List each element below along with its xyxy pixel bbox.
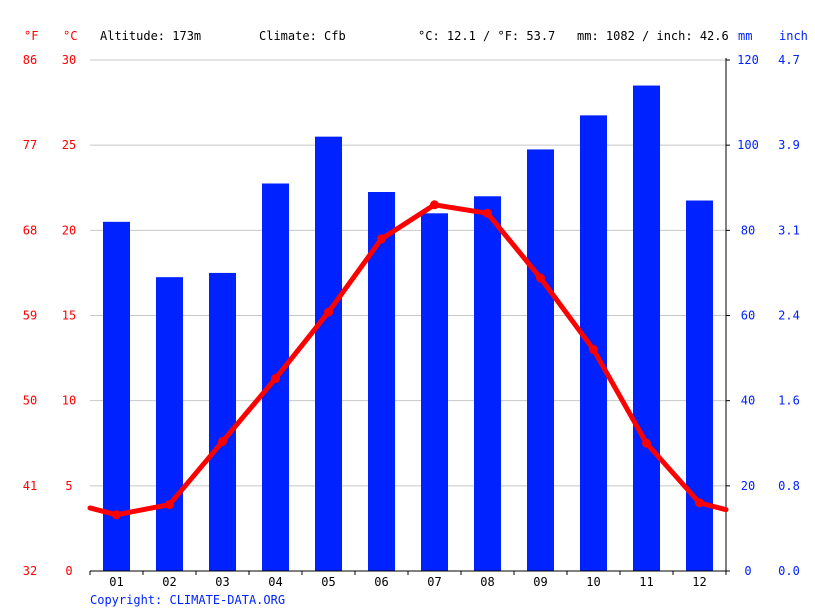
y-tick-label-f: 32: [23, 564, 37, 578]
temperature-point-03: [218, 437, 227, 447]
precip-total-label: mm: 1082 / inch: 42.6: [577, 29, 729, 43]
x-tick-label: 08: [480, 575, 494, 589]
x-tick-label: 12: [692, 575, 706, 589]
temperature-point-05: [324, 307, 333, 317]
tick-labels: 32 0 0 0.0 41 5 20 0.8 50 10 40 1.6 59 15 60 2.4 68 20 80 3…: [23, 53, 800, 589]
temperature-point-07: [430, 200, 439, 210]
y-tick-label-inch: 0.0: [778, 564, 800, 578]
y-tick-label-mm: 20: [741, 479, 755, 493]
y-tick-label-mm: 60: [741, 309, 755, 323]
y-tick-label-mm: 80: [741, 223, 755, 237]
temperature-point-09: [536, 273, 545, 283]
y-tick-label-f: 86: [23, 53, 37, 67]
y-tick-label-f: 59: [23, 309, 37, 323]
y-tick-label-mm: 0: [744, 564, 751, 578]
precip-bar-08: [474, 196, 501, 571]
x-tick-label: 07: [427, 575, 441, 589]
avg-temp-label: °C: 12.1 / °F: 53.7: [418, 29, 555, 43]
precip-bar-09: [527, 149, 554, 572]
precip-bar-07: [421, 213, 448, 572]
y-tick-label-inch: 1.6: [778, 394, 800, 408]
y-tick-label-inch: 4.7: [778, 53, 800, 67]
precip-bar-10: [580, 115, 607, 571]
y-tick-label-c: 20: [62, 223, 76, 237]
gridlines: [90, 59, 726, 487]
x-tick-label: 03: [215, 575, 229, 589]
precip-bar-02: [156, 277, 183, 571]
inch-unit-label: inch: [779, 29, 808, 43]
precip-bar-03: [209, 272, 236, 571]
temperature-point-01: [112, 510, 121, 520]
mm-unit-label: mm: [738, 29, 752, 43]
y-tick-label-c: 5: [65, 479, 72, 493]
y-tick-label-c: 10: [62, 394, 76, 408]
y-tick-label-mm: 40: [741, 394, 755, 408]
x-tick-label: 11: [639, 575, 653, 589]
y-tick-label-inch: 3.1: [778, 223, 800, 237]
x-tick-label: 05: [321, 575, 335, 589]
temperature-point-06: [377, 234, 386, 244]
temperature-series-line: [87, 202, 729, 518]
y-tick-label-mm: 120: [737, 53, 759, 67]
y-tick-label-c: 0: [65, 564, 72, 578]
celsius-unit-label: °C: [63, 29, 77, 43]
x-tick-label: 09: [533, 575, 547, 589]
copyright-link[interactable]: Copyright: CLIMATE-DATA.ORG: [90, 593, 285, 607]
y-tick-label-f: 68: [23, 223, 37, 237]
x-tick-label: 04: [268, 575, 282, 589]
y-tick-label-c: 15: [62, 309, 76, 323]
x-tick-label: 06: [374, 575, 388, 589]
y-tick-label-inch: 0.8: [778, 479, 800, 493]
climate-label: Climate: Cfb: [259, 29, 346, 43]
temperature-point-04: [271, 374, 280, 384]
temperature-point-02: [165, 500, 174, 510]
temperature-point-12: [695, 498, 704, 508]
precipitation-bars: [103, 85, 713, 572]
x-tick-label: 01: [109, 575, 123, 589]
y-tick-label-c: 25: [62, 138, 76, 152]
x-tick-label: 02: [162, 575, 176, 589]
fahrenheit-unit-label: °F: [24, 29, 38, 43]
axes: [89, 58, 730, 575]
y-tick-label-inch: 2.4: [778, 309, 800, 323]
y-tick-label-mm: 100: [737, 138, 759, 152]
temperature-point-11: [642, 438, 651, 448]
y-tick-label-inch: 3.9: [778, 138, 800, 152]
y-tick-label-c: 30: [62, 53, 76, 67]
y-tick-label-f: 50: [23, 394, 37, 408]
y-tick-label-f: 77: [23, 138, 37, 152]
precip-bar-12: [686, 200, 713, 571]
altitude-label: Altitude: 173m: [100, 29, 201, 43]
precip-bar-05: [315, 136, 342, 571]
precip-bar-11: [633, 85, 660, 572]
temperature-point-08: [483, 208, 492, 218]
y-tick-label-f: 41: [23, 479, 37, 493]
temperature-line: [87, 200, 729, 520]
x-tick-label: 10: [586, 575, 600, 589]
temperature-point-10: [589, 345, 598, 355]
